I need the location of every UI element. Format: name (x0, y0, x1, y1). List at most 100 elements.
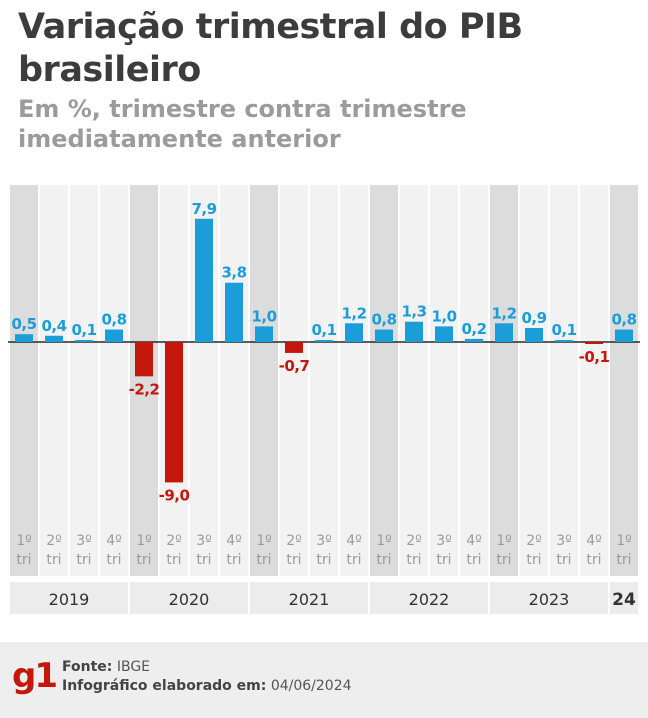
quarter-tick-label: 3º (76, 533, 92, 549)
bar (585, 342, 603, 344)
quarter-tick-label: 2º (406, 533, 422, 549)
column-background (130, 185, 158, 576)
quarter-tick-suffix: tri (166, 552, 181, 568)
quarter-tick-suffix: tri (376, 552, 391, 568)
bar (525, 327, 543, 342)
year-band (130, 582, 248, 614)
source-label: Fonte: (62, 659, 113, 675)
year-label: 24 (612, 590, 636, 610)
year-label: 2020 (169, 590, 210, 609)
column-background (400, 185, 428, 576)
year-band (610, 582, 638, 614)
quarter-tick-label: 2º (46, 533, 62, 549)
year-band (370, 582, 488, 614)
quarter-tick-label: 3º (436, 533, 452, 549)
bar-value-label: 0,1 (311, 321, 336, 339)
quarter-tick-label: 3º (316, 533, 332, 549)
column-background (430, 185, 458, 576)
bar-value-label: 0,2 (461, 320, 486, 338)
bar-value-label: 3,8 (221, 264, 246, 282)
bar-value-label: 0,1 (551, 321, 576, 339)
quarter-tick-label: 2º (526, 533, 542, 549)
bar (495, 323, 513, 342)
quarter-tick-suffix: tri (106, 552, 121, 568)
quarter-tick-label: 1º (256, 533, 272, 549)
bar (375, 329, 393, 342)
bar-value-label: 0,8 (101, 311, 126, 329)
bar-value-label: 0,9 (521, 309, 546, 327)
quarter-tick-label: 2º (286, 533, 302, 549)
bar-value-label: 0,5 (11, 315, 36, 333)
quarter-tick-label: 4º (466, 533, 482, 549)
quarter-tick-label: 2º (166, 533, 182, 549)
quarter-tick-suffix: tri (316, 552, 331, 568)
bar-value-label: 1,2 (491, 304, 516, 322)
column-background (490, 185, 518, 576)
footer: g1 Fonte: IBGE Infográfico elaborado em:… (0, 642, 648, 718)
quarter-tick-suffix: tri (526, 552, 541, 568)
column-background (10, 185, 38, 576)
quarter-tick-suffix: tri (436, 552, 451, 568)
quarter-tick-suffix: tri (406, 552, 421, 568)
column-background (370, 185, 398, 576)
bar-value-label: -0,1 (579, 348, 610, 366)
quarter-tick-suffix: tri (496, 552, 511, 568)
column-background (250, 185, 278, 576)
quarter-tick-label: 4º (106, 533, 122, 549)
bar (285, 342, 303, 353)
quarter-tick-suffix: tri (556, 552, 571, 568)
year-label: 2023 (529, 590, 570, 609)
quarter-tick-suffix: tri (586, 552, 601, 568)
bar (465, 338, 483, 342)
source-block: Fonte: IBGE Infográfico elaborado em: 04… (62, 658, 352, 696)
year-band (250, 582, 368, 614)
bar (555, 340, 573, 342)
bar (345, 323, 363, 342)
bar-value-label: 0,4 (41, 317, 66, 335)
year-label: 2019 (49, 590, 90, 609)
g1-logo: g1 (12, 656, 58, 696)
column-background (40, 185, 68, 576)
column-background (70, 185, 98, 576)
bar-value-label: 1,0 (431, 307, 456, 325)
column-background (280, 185, 308, 576)
bar-value-label: 0,8 (371, 311, 396, 329)
bar (255, 326, 273, 342)
bar-value-label: 1,2 (341, 304, 366, 322)
made-value: 04/06/2024 (270, 678, 352, 694)
column-background (580, 185, 608, 576)
column-background (100, 185, 128, 576)
bar (15, 334, 33, 342)
column-background (340, 185, 368, 576)
bar (165, 342, 183, 483)
bar-value-label: 1,3 (401, 303, 426, 321)
column-background (460, 185, 488, 576)
quarter-tick-suffix: tri (346, 552, 361, 568)
quarter-tick-label: 3º (556, 533, 572, 549)
quarter-tick-suffix: tri (256, 552, 271, 568)
quarter-tick-suffix: tri (16, 552, 31, 568)
bar-value-label: -0,7 (279, 357, 310, 375)
bar (195, 218, 213, 342)
chart-subtitle: Em %, trimestre contra trimestre imediat… (18, 95, 467, 153)
made-label: Infográfico elaborado em: (62, 678, 267, 694)
bar (45, 335, 63, 342)
bar-value-label: 7,9 (191, 200, 216, 218)
quarter-tick-suffix: tri (136, 552, 151, 568)
column-background (550, 185, 578, 576)
bar (405, 321, 423, 342)
year-label: 2022 (409, 590, 450, 609)
bar (135, 342, 153, 377)
bar (435, 326, 453, 342)
bar-value-label: 1,0 (251, 307, 276, 325)
bar (105, 329, 123, 342)
quarter-tick-suffix: tri (616, 552, 631, 568)
year-band (490, 582, 608, 614)
bar (75, 340, 93, 342)
quarter-tick-suffix: tri (286, 552, 301, 568)
quarter-tick-label: 1º (136, 533, 152, 549)
quarter-tick-label: 1º (616, 533, 632, 549)
column-background (220, 185, 248, 576)
bar (225, 282, 243, 342)
year-band (10, 582, 128, 614)
